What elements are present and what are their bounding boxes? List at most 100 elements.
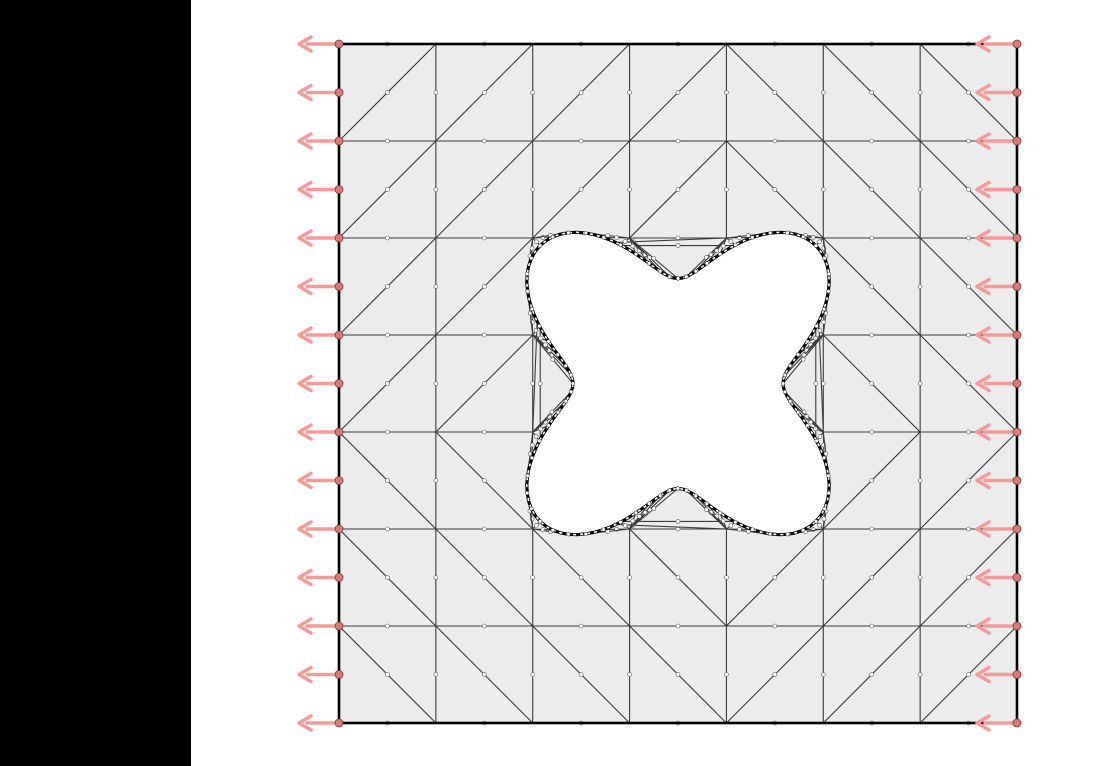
mid-node [433,381,439,386]
hole-node [782,372,787,378]
mid-node [966,672,971,677]
mid-node [724,90,729,95]
mid-node [481,575,487,580]
left-load-arrow [297,520,344,538]
right-load-arrow [975,83,1022,102]
mid-node [630,518,636,524]
hole-node [538,519,543,524]
mid-node [675,575,681,580]
hole-node [546,423,551,428]
mid-node [675,519,681,524]
mid-node [966,284,971,289]
mid-node [728,239,734,244]
right-load-arrow [975,326,1022,344]
mid-node [481,332,487,338]
arrow-head [297,568,313,587]
mid-node [720,518,726,524]
boundary-node-marker [334,621,344,631]
hole-node [529,306,535,312]
hole-node [805,339,810,344]
mid-node [772,623,778,629]
arrow-head [975,714,991,732]
right-load-arrow [975,471,1022,490]
arrow-head [975,568,991,587]
hole-node [717,251,723,257]
boundary-node-marker [334,670,344,679]
boundary-node-marker [334,330,344,340]
arrow-head [975,83,991,102]
load-arrows-layer [297,35,1022,732]
mid-node [869,381,875,386]
boundary-node-marker [1012,670,1022,679]
arrow-head [975,326,991,344]
arrow-head [297,326,313,344]
right-load-arrow [975,520,1022,538]
right-load-arrow [975,277,1022,296]
mid-node [530,672,536,677]
mid-node [966,332,971,338]
left-load-arrow [297,83,344,102]
left-load-arrow [297,229,344,247]
arrow-head [975,665,991,684]
right-load-arrow [975,229,1022,247]
hole-node [555,352,560,357]
mid-node [917,284,923,289]
mid-node [772,138,778,144]
boundary-node-marker [1012,573,1022,582]
right-load-arrow [975,568,1022,587]
hole-node [583,531,588,537]
arrow-head [297,132,313,150]
mid-node [385,332,390,338]
mid-node [817,434,823,439]
mid-node [869,332,875,338]
arrow-head [297,229,313,247]
arrow-head [975,520,991,538]
mid-node [966,138,971,144]
mid-node [720,243,726,249]
mid-node [385,381,390,386]
mid-node [433,187,439,192]
hole-node [633,251,639,257]
hole-node [693,493,698,498]
hole-node [529,506,534,511]
arrow-head [975,423,991,441]
mid-node [966,575,971,580]
mid-node [675,90,681,95]
mid-node [820,90,826,95]
mid-node [578,672,584,677]
mid-node [869,429,875,435]
arrow-head [975,277,991,296]
left-load-arrow [297,423,344,441]
mid-node [622,239,628,244]
mid-node [966,429,971,435]
mid-node [385,526,390,532]
mid-node [917,381,923,386]
right-load-arrow [975,423,1022,441]
boundary-node-marker [334,88,344,97]
mid-node [728,523,734,528]
mid-node [542,342,548,348]
arrow-head [297,35,313,53]
mid-node [772,575,778,580]
left-load-arrow [297,374,344,393]
hole-node [583,230,588,236]
mid-node [869,623,875,629]
hole-node [647,501,652,506]
hole-node [675,486,681,491]
mid-node [817,522,822,528]
hole-node [796,352,801,357]
hole-node [566,230,571,235]
arrow-head [297,423,313,441]
hole-node [788,399,793,404]
mid-node [538,426,543,432]
mid-node [433,672,439,677]
mid-node [800,356,806,362]
boundary-node-marker [1012,621,1022,631]
mid-node [714,248,719,253]
left-load-arrow [297,180,344,199]
hole-node [675,276,681,281]
mid-node [385,284,390,289]
mid-node [385,138,390,144]
mid-node [810,235,816,240]
mid-node [917,478,923,483]
